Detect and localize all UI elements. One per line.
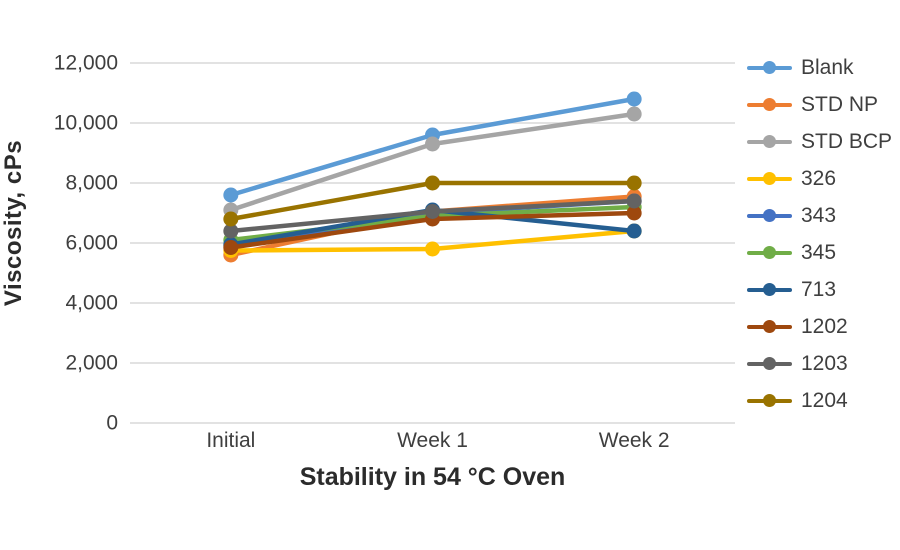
y-tick-label: 0: [106, 412, 118, 435]
series-marker-STD BCP: [626, 106, 642, 122]
legend-label: 1202: [801, 315, 848, 338]
series-marker-713: [626, 223, 642, 239]
legend-item-326: 326: [747, 160, 892, 197]
series-marker-1204: [626, 175, 642, 191]
y-axis-title: Viscosity, cPs: [0, 139, 27, 307]
legend-marker-icon: [747, 208, 792, 223]
y-tick-label: 6,000: [65, 232, 118, 255]
series-marker-STD BCP: [425, 136, 440, 152]
legend-marker-icon: [747, 60, 792, 75]
legend-label: STD NP: [801, 93, 879, 116]
legend-label: 713: [801, 278, 837, 301]
legend-label: 343: [801, 204, 837, 227]
series-marker-1202: [626, 205, 642, 221]
legend-marker-icon: [747, 134, 792, 149]
series-marker-1204: [223, 211, 239, 227]
legend-item-345: 345: [747, 234, 892, 271]
y-tick-label: 10,000: [54, 112, 118, 135]
x-tick-label: Initial: [206, 429, 255, 452]
legend-marker-icon: [747, 319, 792, 334]
legend-label: 326: [801, 167, 837, 190]
legend-item-713: 713: [747, 271, 892, 308]
legend-item-STD BCP: STD BCP: [747, 123, 892, 160]
legend-label: 1204: [801, 389, 848, 412]
series-marker-Blank: [626, 91, 642, 107]
legend-item-1202: 1202: [747, 308, 892, 345]
legend-marker-icon: [747, 97, 792, 112]
series-marker-Blank: [223, 187, 239, 203]
series-marker-1202: [223, 240, 239, 255]
series-marker-1203: [425, 204, 440, 219]
x-tick-label: Week 2: [599, 429, 670, 452]
legend-item-1203: 1203: [747, 345, 892, 382]
y-tick-label: 12,000: [54, 52, 118, 75]
series-marker-1203: [626, 193, 642, 209]
x-tick-label: Week 1: [397, 429, 468, 452]
y-tick-label: 2,000: [65, 352, 118, 375]
legend-marker-icon: [747, 393, 792, 408]
legend-item-1204: 1204: [747, 382, 892, 419]
y-tick-label: 4,000: [65, 292, 118, 315]
legend-label: Blank: [801, 56, 854, 79]
series-marker-1203: [223, 223, 239, 239]
y-tick-label: 8,000: [65, 172, 118, 195]
legend-label: STD BCP: [801, 130, 893, 153]
x-axis-title: Stability in 54 °C Oven: [299, 463, 566, 491]
legend-marker-icon: [747, 282, 792, 297]
legend-item-Blank: Blank: [747, 49, 892, 86]
legend-marker-icon: [747, 356, 792, 371]
chart-legend: Blank STD NP STD BCP 326 343 345 713 1202 1203 12…: [747, 49, 892, 419]
legend-item-STD NP: STD NP: [747, 86, 892, 123]
series-marker-326: [425, 241, 440, 257]
legend-label: 345: [801, 241, 837, 264]
legend-label: 1203: [801, 352, 848, 375]
series-marker-1204: [425, 175, 440, 191]
legend-item-343: 343: [747, 197, 892, 234]
legend-marker-icon: [747, 245, 792, 260]
legend-marker-icon: [747, 171, 792, 186]
